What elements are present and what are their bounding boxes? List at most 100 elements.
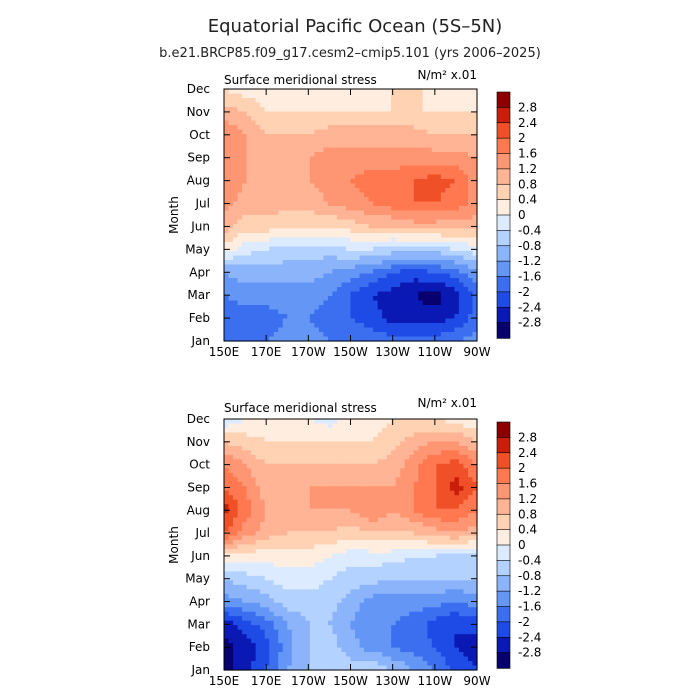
contour-cell <box>332 486 338 492</box>
contour-cell <box>368 246 374 252</box>
contour-cell <box>463 300 469 306</box>
contour-cell <box>359 179 365 185</box>
contour-cell <box>237 273 243 279</box>
contour-cell <box>332 147 338 153</box>
contour-cell <box>458 165 465 171</box>
contour-cell <box>449 445 456 451</box>
contour-cell <box>355 544 361 550</box>
contour-cell <box>269 134 275 140</box>
contour-cell <box>364 477 370 483</box>
contour-cell <box>332 423 338 429</box>
contour-cell <box>395 526 401 532</box>
contour-cell <box>395 323 401 329</box>
contour-cell <box>418 102 424 108</box>
contour-cell <box>377 147 383 153</box>
contour-cell <box>445 102 451 108</box>
contour-cell <box>359 504 365 510</box>
contour-cell <box>373 219 379 225</box>
contour-cell <box>309 170 315 176</box>
contour-cell <box>300 436 306 443</box>
contour-cell <box>355 161 361 167</box>
contour-cell <box>296 336 302 342</box>
contour-cell <box>233 531 239 537</box>
contour-cell <box>436 107 442 113</box>
contour-cell <box>364 282 370 288</box>
contour-cell <box>291 508 297 514</box>
contour-cell <box>458 486 465 492</box>
contour-cell <box>336 419 343 425</box>
contour-cell <box>264 486 270 492</box>
colorbar-label: 0.4 <box>518 193 537 207</box>
contour-cell <box>341 111 347 117</box>
contour-cell <box>404 526 410 532</box>
contour-cell <box>368 152 374 158</box>
contour-cell <box>467 242 474 248</box>
contour-cell <box>440 490 446 496</box>
contour-cell <box>422 287 428 293</box>
contour-cell <box>350 441 356 447</box>
contour-cell <box>336 323 343 329</box>
contour-cell <box>300 513 306 519</box>
contour-cell <box>264 305 270 311</box>
contour-cell <box>345 201 352 207</box>
contour-cell <box>296 419 302 425</box>
contour-cell <box>472 152 478 158</box>
contour-cell <box>300 459 306 465</box>
contour-cell <box>323 273 329 279</box>
contour-cell <box>431 93 437 99</box>
contour-cell <box>467 499 474 505</box>
contour-cell <box>449 553 456 559</box>
contour-cell <box>332 273 338 279</box>
contour-cell <box>269 477 275 483</box>
contour-cell <box>431 468 437 474</box>
contour-cell <box>224 161 230 167</box>
contour-cell <box>323 309 329 315</box>
contour-cell <box>296 526 302 532</box>
contour-cell <box>373 486 379 492</box>
contour-cell <box>467 201 474 207</box>
contour-cell <box>373 445 379 451</box>
contour-cell <box>382 477 388 483</box>
contour-cell <box>327 174 334 180</box>
contour-cell <box>391 143 397 149</box>
contour-cell <box>341 468 347 474</box>
contour-cell <box>463 120 469 126</box>
contour-cell <box>377 436 383 443</box>
contour-cell <box>269 423 275 429</box>
contour-cell <box>269 441 275 447</box>
contour-cell <box>237 427 243 434</box>
contour-cell <box>382 107 388 113</box>
contour-cell <box>255 419 261 425</box>
contour-cell <box>454 508 460 514</box>
contour-cell <box>449 251 456 257</box>
contour-cell <box>364 445 370 451</box>
contour-cell <box>336 499 343 505</box>
contour-cell <box>400 436 406 443</box>
contour-cell <box>255 486 261 492</box>
contour-cell <box>251 305 257 311</box>
contour-cell <box>309 278 315 284</box>
contour-cell <box>296 535 302 541</box>
contour-cell <box>436 300 442 306</box>
contour-cell <box>364 526 370 532</box>
contour-cell <box>332 125 338 131</box>
contour-cell <box>282 468 288 474</box>
contour-cell <box>368 305 374 311</box>
contour-cell <box>350 445 356 451</box>
contour-cell <box>251 553 257 559</box>
contour-cell <box>413 531 419 537</box>
contour-cell <box>467 323 474 329</box>
contour-cell <box>345 192 352 198</box>
contour-cell <box>422 183 428 189</box>
contour-cell <box>431 327 437 333</box>
contour-cell <box>445 327 451 333</box>
contour-cell <box>364 120 370 126</box>
contour-cell <box>242 323 248 329</box>
contour-cell <box>309 287 315 293</box>
contour-cell <box>368 228 374 234</box>
contour-cell <box>291 251 297 257</box>
contour-cell <box>273 278 279 284</box>
contour-cell <box>296 233 302 239</box>
contour-cell <box>409 544 415 550</box>
contour-cell <box>224 436 230 443</box>
